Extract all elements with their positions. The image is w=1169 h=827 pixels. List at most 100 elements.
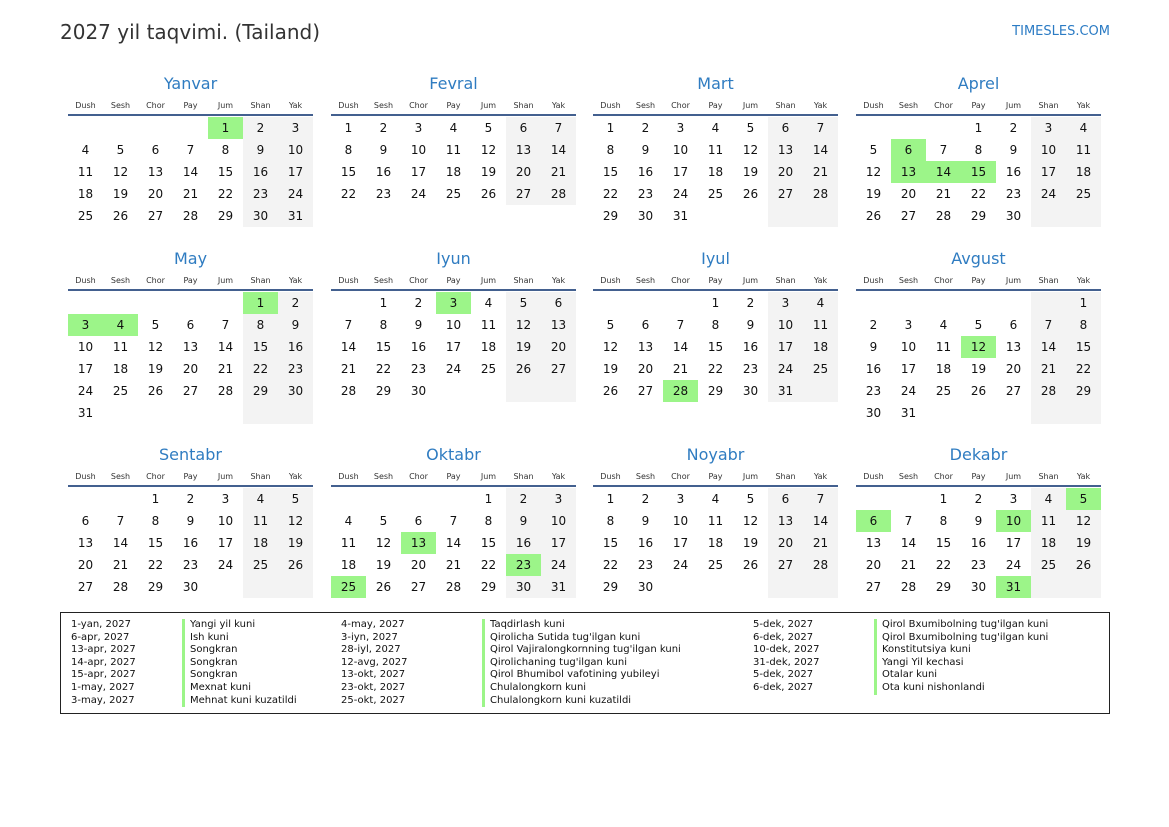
day-cell: 14 bbox=[672, 340, 689, 354]
day-cell: 5 bbox=[116, 143, 125, 157]
day-cell: 30 bbox=[278, 380, 313, 402]
weekday-label: Jum bbox=[742, 275, 759, 285]
week-row: 6 7 8 9 10 11 12 bbox=[68, 510, 313, 532]
empty-cell bbox=[243, 576, 278, 598]
day-cell: 3 bbox=[1031, 117, 1066, 139]
empty-cell bbox=[768, 576, 803, 598]
week-row: 5 6 7 8 9 10 11 bbox=[593, 314, 838, 336]
day-cell: 15 bbox=[707, 340, 724, 354]
legend-date: 6-dek, 2027 bbox=[753, 631, 814, 643]
day-cell: 5 bbox=[869, 143, 878, 157]
day-cell: 27 bbox=[182, 384, 199, 398]
week-row: 24 25 26 27 28 29 30 bbox=[68, 380, 313, 402]
day-cell: 22 bbox=[935, 558, 952, 572]
day-cell: 27 bbox=[506, 183, 541, 205]
day-cell: 11 bbox=[935, 340, 952, 354]
weekday-label: Yak bbox=[1076, 275, 1091, 285]
day-cell: 4 bbox=[711, 492, 720, 506]
day-cell: 15 bbox=[1066, 336, 1101, 358]
empty-cell bbox=[663, 576, 698, 598]
weekday-label: Yak bbox=[288, 471, 303, 481]
day-cell: 31 bbox=[77, 406, 94, 420]
day-cell: 21 bbox=[541, 161, 576, 183]
day-cell: 13 bbox=[147, 165, 164, 179]
day-cell: 28 bbox=[112, 580, 129, 594]
weekday-label: Pay bbox=[971, 471, 986, 481]
day-cell: 5 bbox=[151, 318, 160, 332]
day-cell: 23 bbox=[182, 558, 199, 572]
day-cell: 10 bbox=[278, 139, 313, 161]
empty-cell bbox=[663, 292, 698, 314]
holiday-day: 1 bbox=[243, 292, 278, 314]
day-cell: 30 bbox=[865, 406, 882, 420]
day-cell: 13 bbox=[865, 536, 882, 550]
day-cell: 26 bbox=[480, 187, 497, 201]
day-cell: 9 bbox=[641, 143, 650, 157]
day-cell: 7 bbox=[221, 318, 230, 332]
day-cell: 29 bbox=[243, 380, 278, 402]
day-cell: 19 bbox=[480, 165, 497, 179]
day-cell: 25 bbox=[77, 209, 94, 223]
legend-holiday-name: Taqdirlash kuni bbox=[482, 619, 681, 632]
day-cell: 5 bbox=[974, 318, 983, 332]
weekday-label: Pay bbox=[183, 275, 198, 285]
day-cell: 3 bbox=[904, 318, 913, 332]
day-cell: 30 bbox=[637, 580, 654, 594]
day-cell: 26 bbox=[602, 384, 619, 398]
day-cell: 24 bbox=[410, 187, 427, 201]
day-cell: 16 bbox=[970, 536, 987, 550]
day-cell: 9 bbox=[379, 143, 388, 157]
empty-cell bbox=[698, 205, 733, 227]
day-cell: 7 bbox=[541, 117, 576, 139]
empty-cell bbox=[1031, 402, 1066, 424]
weekday-label: Dush bbox=[863, 471, 884, 481]
day-cell: 21 bbox=[182, 187, 199, 201]
weekday-label: Jum bbox=[1005, 471, 1022, 481]
day-cell: 16 bbox=[243, 161, 278, 183]
weekday-header: Dush Sesh Chor Pay Jum Shan Yak bbox=[856, 271, 1101, 291]
week-row: 11 12 13 14 15 16 17 bbox=[68, 161, 313, 183]
empty-cell bbox=[436, 488, 471, 510]
legend-holiday-name: Qirolichaning tug'ilgan kuni bbox=[482, 656, 681, 670]
day-cell: 27 bbox=[147, 209, 164, 223]
weekday-label: Yak bbox=[813, 100, 828, 110]
weekday-label: Sesh bbox=[635, 471, 656, 481]
day-cell: 20 bbox=[410, 558, 427, 572]
day-cell: 20 bbox=[637, 362, 654, 376]
day-cell: 6 bbox=[414, 514, 423, 528]
day-cell: 4 bbox=[939, 318, 948, 332]
day-cell: 14 bbox=[182, 165, 199, 179]
day-cell: 4 bbox=[344, 514, 353, 528]
day-cell: 19 bbox=[147, 362, 164, 376]
day-cell: 14 bbox=[340, 340, 357, 354]
day-cell: 25 bbox=[707, 558, 724, 572]
holiday-day: 6 bbox=[891, 139, 926, 161]
day-cell: 12 bbox=[602, 340, 619, 354]
day-cell: 8 bbox=[379, 318, 388, 332]
day-cell: 29 bbox=[1066, 380, 1101, 402]
brand-link[interactable]: TIMESLES.COM bbox=[1012, 24, 1110, 39]
holiday-day: 12 bbox=[961, 336, 996, 358]
day-cell: 7 bbox=[939, 143, 948, 157]
weekday-label: Pay bbox=[971, 100, 986, 110]
weekday-label: Chor bbox=[409, 275, 428, 285]
day-cell: 4 bbox=[484, 296, 493, 310]
month-aprel: Aprel Dush Sesh Chor Pay Jum Shan Yak 1 2 3 4 5 6 7 8 9 1… bbox=[856, 72, 1101, 227]
day-cell: 18 bbox=[707, 536, 724, 550]
day-cell: 20 bbox=[768, 161, 803, 183]
legend-date: 3-iyn, 2027 bbox=[341, 631, 398, 643]
week-row: 30 31 bbox=[856, 402, 1101, 424]
day-cell: 18 bbox=[243, 532, 278, 554]
empty-cell bbox=[103, 117, 138, 139]
week-row: 27 28 29 30 bbox=[68, 576, 313, 598]
day-cell: 10 bbox=[1031, 139, 1066, 161]
day-cell: 1 bbox=[151, 492, 160, 506]
day-cell: 18 bbox=[480, 340, 497, 354]
day-cell: 31 bbox=[672, 209, 689, 223]
day-cell: 28 bbox=[1031, 380, 1066, 402]
week-row: 25 26 27 28 29 30 31 bbox=[68, 205, 313, 227]
